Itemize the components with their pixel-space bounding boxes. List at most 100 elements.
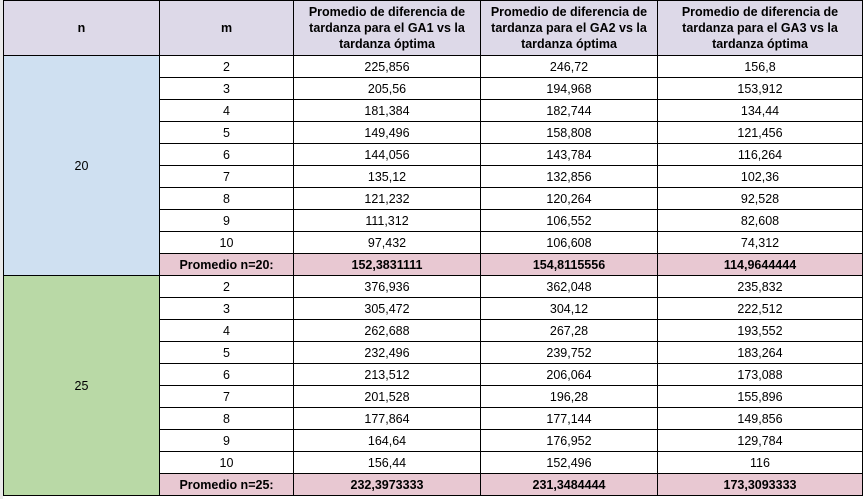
table-row: 7 135,12 132,856 102,36 (4, 165, 863, 188)
ga3-cell[interactable]: 193,552 (657, 319, 863, 342)
ga3-cell[interactable]: 116 (657, 451, 863, 474)
ga1-cell[interactable]: 205,56 (293, 77, 481, 100)
average-ga2-cell[interactable]: 154,8115556 (480, 253, 658, 276)
header-n[interactable]: n (3, 0, 160, 56)
m-cell[interactable]: 3 (159, 297, 294, 320)
ga2-cell[interactable]: 206,064 (480, 363, 658, 386)
ga1-cell[interactable]: 156,44 (293, 451, 481, 474)
ga2-cell[interactable]: 106,608 (480, 231, 658, 254)
ga1-cell[interactable]: 97,432 (293, 231, 481, 254)
table-row: 10 156,44 152,496 116 (4, 451, 863, 474)
ga3-cell[interactable]: 82,608 (657, 209, 863, 232)
average-label-cell[interactable]: Promedio n=20: (159, 253, 294, 276)
average-ga2-cell[interactable]: 231,3484444 (480, 473, 658, 496)
ga3-cell[interactable]: 149,856 (657, 407, 863, 430)
ga3-cell[interactable]: 156,8 (657, 55, 863, 78)
m-cell[interactable]: 9 (159, 429, 294, 452)
ga1-cell[interactable]: 144,056 (293, 143, 481, 166)
ga2-cell[interactable]: 182,744 (480, 99, 658, 122)
header-ga3[interactable]: Promedio de diferencia de tardanza para … (657, 0, 863, 56)
ga3-cell[interactable]: 92,528 (657, 187, 863, 210)
ga1-cell[interactable]: 232,496 (293, 341, 481, 364)
ga3-cell[interactable]: 222,512 (657, 297, 863, 320)
m-cell[interactable]: 10 (159, 451, 294, 474)
ga2-cell[interactable]: 194,968 (480, 77, 658, 100)
table-row: 4 262,688 267,28 193,552 (4, 319, 863, 342)
n-value-cell[interactable]: 20 (3, 55, 160, 276)
ga2-cell[interactable]: 158,808 (480, 121, 658, 144)
average-label-cell[interactable]: Promedio n=25: (159, 473, 294, 496)
m-cell[interactable]: 7 (159, 385, 294, 408)
average-ga1-cell[interactable]: 232,3973333 (293, 473, 481, 496)
table-row: 7 201,528 196,28 155,896 (4, 385, 863, 408)
table-row: 9 164,64 176,952 129,784 (4, 429, 863, 452)
average-ga3-cell[interactable]: 114,9644444 (657, 253, 863, 276)
ga2-cell[interactable]: 120,264 (480, 187, 658, 210)
ga3-cell[interactable]: 153,912 (657, 77, 863, 100)
m-cell[interactable]: 6 (159, 143, 294, 166)
ga3-cell[interactable]: 183,264 (657, 341, 863, 364)
table-row: 9 111,312 106,552 82,608 (4, 209, 863, 232)
ga2-cell[interactable]: 362,048 (480, 275, 658, 298)
average-row: Promedio n=20: 152,3831111 154,8115556 114,… (4, 253, 863, 276)
m-cell[interactable]: 2 (159, 275, 294, 298)
table-row: 3 305,472 304,12 222,512 (4, 297, 863, 320)
m-cell[interactable]: 8 (159, 187, 294, 210)
ga2-cell[interactable]: 304,12 (480, 297, 658, 320)
ga2-cell[interactable]: 143,784 (480, 143, 658, 166)
ga1-cell[interactable]: 213,512 (293, 363, 481, 386)
ga2-cell[interactable]: 176,952 (480, 429, 658, 452)
ga1-cell[interactable]: 135,12 (293, 165, 481, 188)
ga2-cell[interactable]: 239,752 (480, 341, 658, 364)
ga2-cell[interactable]: 132,856 (480, 165, 658, 188)
ga3-cell[interactable]: 121,456 (657, 121, 863, 144)
ga1-cell[interactable]: 177,864 (293, 407, 481, 430)
average-ga1-cell[interactable]: 152,3831111 (293, 253, 481, 276)
table-row: 25 2 376,936 362,048 235,832 (3, 275, 863, 496)
ga1-cell[interactable]: 111,312 (293, 209, 481, 232)
ga1-cell[interactable]: 149,496 (293, 121, 481, 144)
ga3-cell[interactable]: 74,312 (657, 231, 863, 254)
ga1-cell[interactable]: 181,384 (293, 99, 481, 122)
m-cell[interactable]: 9 (159, 209, 294, 232)
ga1-cell[interactable]: 164,64 (293, 429, 481, 452)
ga1-cell[interactable]: 305,472 (293, 297, 481, 320)
ga1-cell[interactable]: 262,688 (293, 319, 481, 342)
ga1-cell[interactable]: 225,856 (293, 55, 481, 78)
m-cell[interactable]: 4 (159, 99, 294, 122)
m-cell[interactable]: 4 (159, 319, 294, 342)
ga1-cell[interactable]: 376,936 (293, 275, 481, 298)
header-ga2[interactable]: Promedio de diferencia de tardanza para … (480, 0, 658, 56)
m-cell[interactable]: 8 (159, 407, 294, 430)
ga1-cell[interactable]: 201,528 (293, 385, 481, 408)
table-row: 8 121,232 120,264 92,528 (4, 187, 863, 210)
header-m[interactable]: m (159, 0, 294, 56)
m-cell[interactable]: 5 (159, 341, 294, 364)
ga3-cell[interactable]: 134,44 (657, 99, 863, 122)
ga2-cell[interactable]: 177,144 (480, 407, 658, 430)
table-body: 20 2 225,856 246,72 156,8 3 205,56 194,968 153,9… (3, 55, 863, 496)
m-cell[interactable]: 5 (159, 121, 294, 144)
n-value-cell[interactable]: 25 (3, 275, 160, 496)
ga3-cell[interactable]: 235,832 (657, 275, 863, 298)
ga2-cell[interactable]: 196,28 (480, 385, 658, 408)
m-cell[interactable]: 10 (159, 231, 294, 254)
ga2-cell[interactable]: 246,72 (480, 55, 658, 78)
ga2-cell[interactable]: 106,552 (480, 209, 658, 232)
m-cell[interactable]: 3 (159, 77, 294, 100)
ga3-cell[interactable]: 116,264 (657, 143, 863, 166)
ga1-cell[interactable]: 121,232 (293, 187, 481, 210)
results-table: n m Promedio de diferencia de tardanza p… (3, 0, 863, 496)
ga3-cell[interactable]: 155,896 (657, 385, 863, 408)
ga2-cell[interactable]: 152,496 (480, 451, 658, 474)
header-ga1[interactable]: Promedio de diferencia de tardanza para … (293, 0, 481, 56)
ga3-cell[interactable]: 129,784 (657, 429, 863, 452)
average-ga3-cell[interactable]: 173,3093333 (657, 473, 863, 496)
ga3-cell[interactable]: 173,088 (657, 363, 863, 386)
ga2-cell[interactable]: 267,28 (480, 319, 658, 342)
m-cell[interactable]: 2 (159, 55, 294, 78)
m-cell[interactable]: 7 (159, 165, 294, 188)
table-row: 20 2 225,856 246,72 156,8 (3, 55, 863, 276)
m-cell[interactable]: 6 (159, 363, 294, 386)
ga3-cell[interactable]: 102,36 (657, 165, 863, 188)
